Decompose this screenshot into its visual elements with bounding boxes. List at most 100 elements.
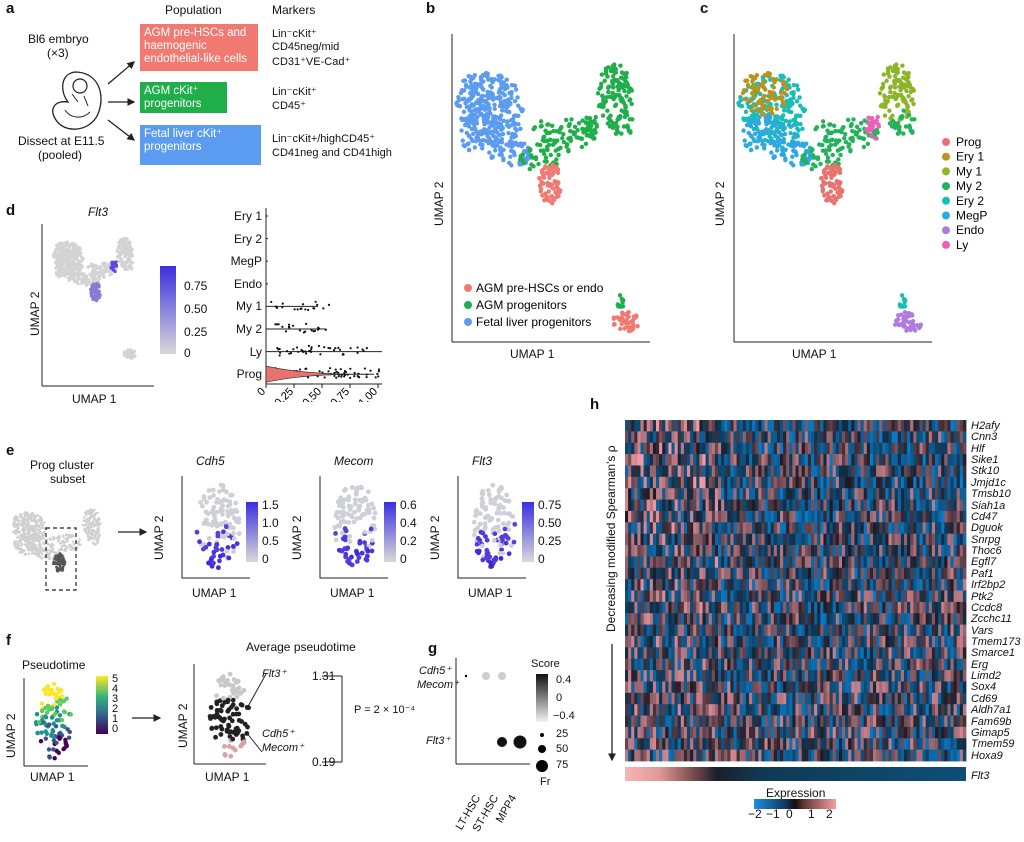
ery2-point xyxy=(774,103,778,107)
cell-point xyxy=(35,523,38,526)
cell-point xyxy=(206,561,211,566)
d-cb-tick-2: 0.25 xyxy=(184,325,207,339)
heatmap-cell xyxy=(749,500,753,512)
heatmap-cell xyxy=(870,488,874,500)
embryo-count: (×3) xyxy=(47,46,69,60)
cell-point xyxy=(27,527,30,530)
cell-point xyxy=(353,497,358,502)
cell-point xyxy=(47,548,50,551)
heatmap-cell xyxy=(805,431,809,443)
heatmap-cell xyxy=(659,488,663,500)
heatmap-cell xyxy=(817,465,821,477)
heatmap-cell xyxy=(724,477,728,489)
cell-point xyxy=(72,277,75,280)
cell-point xyxy=(475,549,480,554)
heatmap-cell xyxy=(916,454,920,466)
heatmap-cell xyxy=(693,477,697,489)
heatmap-cell xyxy=(703,431,707,443)
heatmap-cell xyxy=(628,443,632,455)
agm-prog-point xyxy=(591,136,595,140)
cell-point xyxy=(71,534,74,537)
cell-point xyxy=(202,521,207,526)
agm-prog-point xyxy=(562,140,566,144)
g-score-tick-0: 0.4 xyxy=(556,674,571,686)
heatmap-cell xyxy=(771,443,775,455)
violin-point xyxy=(304,350,306,352)
heatmap-cell xyxy=(898,431,902,443)
ery2-point xyxy=(737,103,741,107)
ery2-point xyxy=(775,114,779,118)
violin-point xyxy=(344,370,346,372)
heatmap-cell xyxy=(780,500,784,512)
heatmap-cell xyxy=(913,420,917,432)
heatmap-cell xyxy=(693,454,697,466)
heatmap-cell xyxy=(823,431,827,443)
heatmap-cell xyxy=(783,443,787,455)
heatmap-cell xyxy=(848,465,852,477)
heatmap-cell xyxy=(910,420,914,432)
pseudotime-point xyxy=(35,731,39,735)
endo-point xyxy=(899,313,903,317)
heatmap-cell xyxy=(895,465,899,477)
fl-prog-point xyxy=(511,135,515,139)
heatmap-cell xyxy=(827,454,831,466)
violin-point xyxy=(286,350,288,352)
heatmap-cell xyxy=(743,477,747,489)
cell-point xyxy=(63,550,66,553)
g-score-title: Score xyxy=(531,658,560,670)
my2-point xyxy=(901,108,905,112)
heatmap-cell xyxy=(920,465,924,477)
heatmap-cell xyxy=(823,443,827,455)
e-arrow xyxy=(114,522,154,542)
heatmap-cell xyxy=(944,454,948,466)
cell-point xyxy=(86,521,89,524)
legend-swatch xyxy=(464,301,472,309)
cell-point xyxy=(499,485,504,490)
pseudotime-point xyxy=(69,712,73,716)
heatmap-cell xyxy=(727,454,731,466)
fl-prog-point xyxy=(474,119,478,123)
agm-prog-point xyxy=(596,91,600,95)
heatmap-cell xyxy=(653,443,657,455)
violin-point xyxy=(310,348,312,350)
agm-prog-point xyxy=(611,82,615,86)
heatmap-cell xyxy=(709,511,713,523)
agm-prog-point xyxy=(539,124,543,128)
cell-point xyxy=(130,352,133,355)
violin-point xyxy=(319,370,321,372)
heatmap-cell xyxy=(737,465,741,477)
heatmap-cell xyxy=(765,500,769,512)
heatmap-cell xyxy=(780,488,784,500)
cell-point xyxy=(71,265,74,268)
heatmap-cell xyxy=(650,465,654,477)
fl-prog-point xyxy=(467,108,471,112)
heatmap-cell xyxy=(864,443,868,455)
heatmap-cell xyxy=(808,443,812,455)
heatmap-cell xyxy=(920,488,924,500)
e-xlabel-1: UMAP 1 xyxy=(330,586,374,600)
my2-point xyxy=(848,148,852,152)
heatmap-cell xyxy=(684,477,688,489)
agm-prog-point xyxy=(577,121,581,125)
my1-point xyxy=(899,80,903,84)
prog-point xyxy=(827,181,831,185)
pseudotime-point xyxy=(58,702,62,706)
heatmap-cell xyxy=(656,431,660,443)
heatmap-cell xyxy=(792,511,796,523)
heatmap-cell xyxy=(957,500,961,512)
heatmap-cell xyxy=(653,500,657,512)
heatmap-cell xyxy=(792,454,796,466)
heatmap-cell xyxy=(802,420,806,432)
heatmap-cell xyxy=(668,477,672,489)
heatmap-cell xyxy=(898,420,902,432)
pseudotime-point xyxy=(40,730,44,734)
flt3-high-point xyxy=(89,288,92,291)
heatmap-cell xyxy=(628,488,632,500)
e-subset-title-l1: Prog cluster xyxy=(30,458,94,472)
ery2-point xyxy=(787,78,791,82)
heatmap-cell xyxy=(941,420,945,432)
megp-point xyxy=(760,131,764,135)
f-right-xlabel: UMAP 1 xyxy=(205,770,249,784)
cell-point xyxy=(496,518,501,523)
fl-prog-point xyxy=(515,95,519,99)
